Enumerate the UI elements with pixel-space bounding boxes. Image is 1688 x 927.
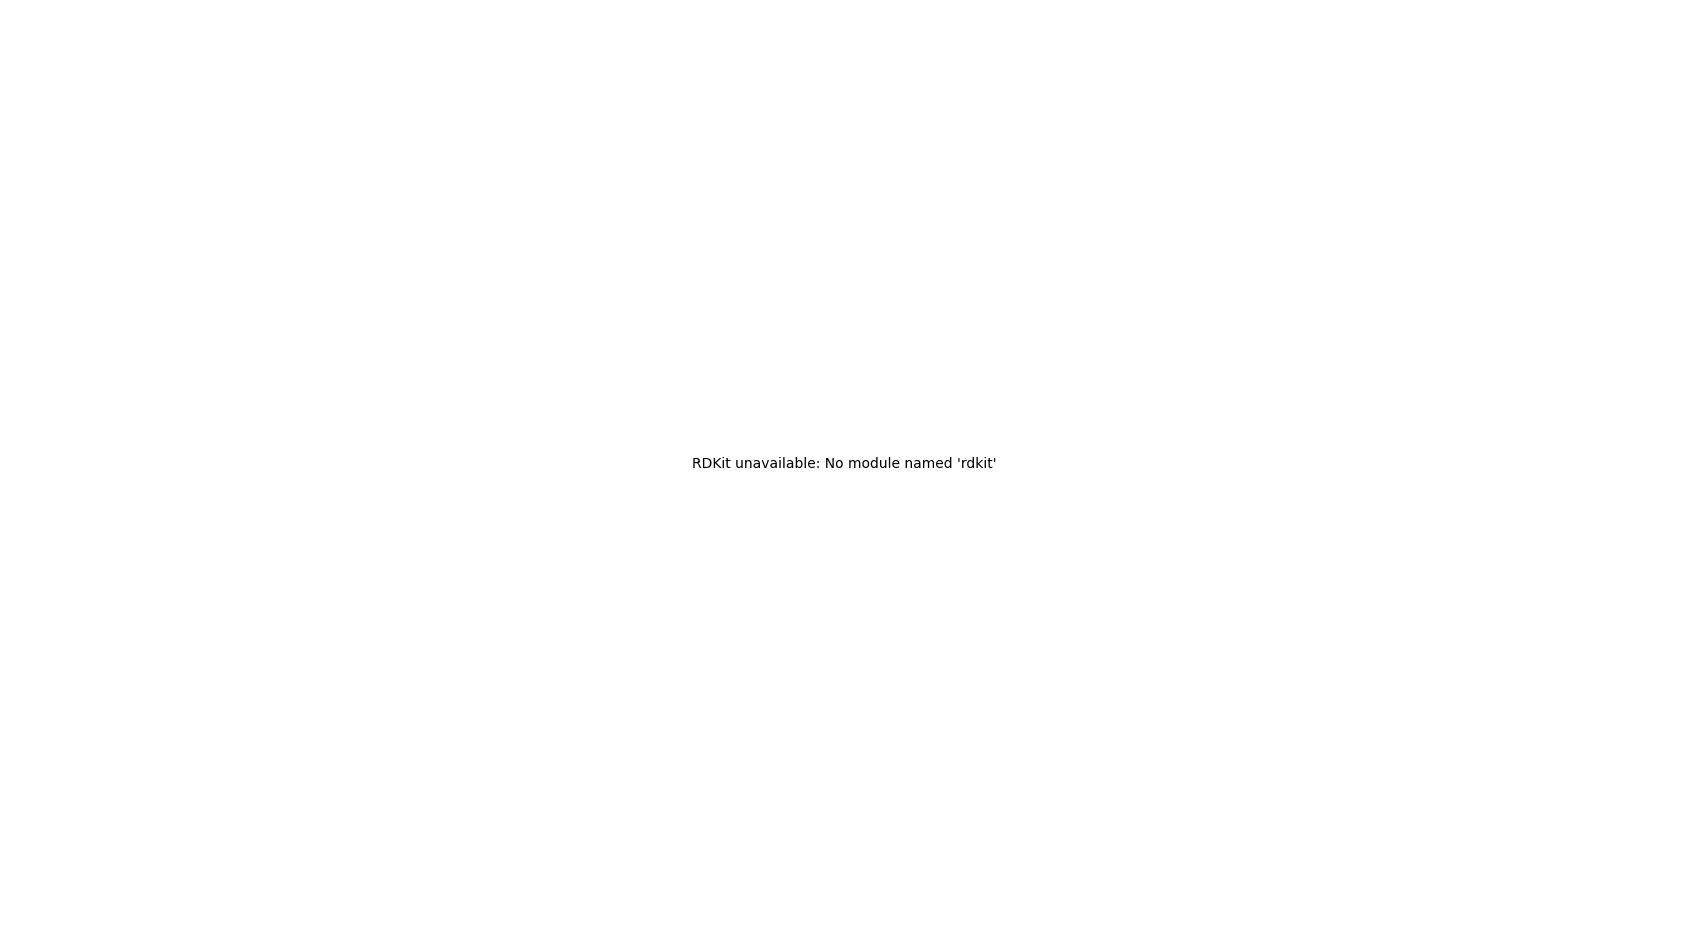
Text: RDKit unavailable: No module named 'rdkit': RDKit unavailable: No module named 'rdki… — [692, 456, 996, 471]
